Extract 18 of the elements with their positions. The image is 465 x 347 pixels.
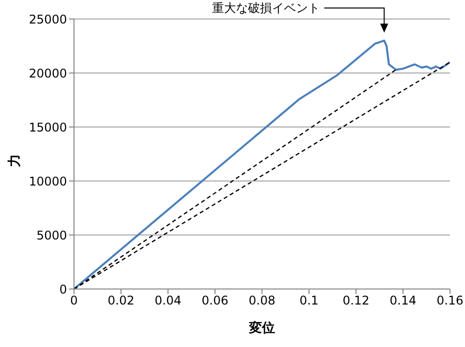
y-axis-title: 力: [8, 154, 23, 168]
x-tick-label: 0.14: [390, 294, 416, 308]
y-tick-label: 10000: [28, 174, 67, 188]
x-tick-label: 0.04: [154, 294, 182, 308]
y-tick-label: 25000: [28, 12, 67, 26]
x-tick-label: 0.12: [342, 294, 370, 308]
y-tick-label: 5000: [36, 228, 67, 242]
x-tick-label: 0.16: [436, 294, 464, 308]
text: 重大な破損イベント: [212, 1, 320, 15]
y-tick-label: 15000: [28, 120, 67, 134]
x-tick-label: 0.1: [299, 294, 319, 308]
x-tick-label: 0.06: [202, 294, 228, 308]
y-tick-label: 20000: [28, 66, 67, 80]
x-tick-label: 0: [70, 294, 78, 308]
x-tick-label: 0.02: [108, 294, 134, 308]
x-tick-label: 0.08: [248, 294, 276, 308]
y-tick-label: 0: [59, 282, 67, 296]
x-axis-title: 変位: [248, 320, 275, 336]
